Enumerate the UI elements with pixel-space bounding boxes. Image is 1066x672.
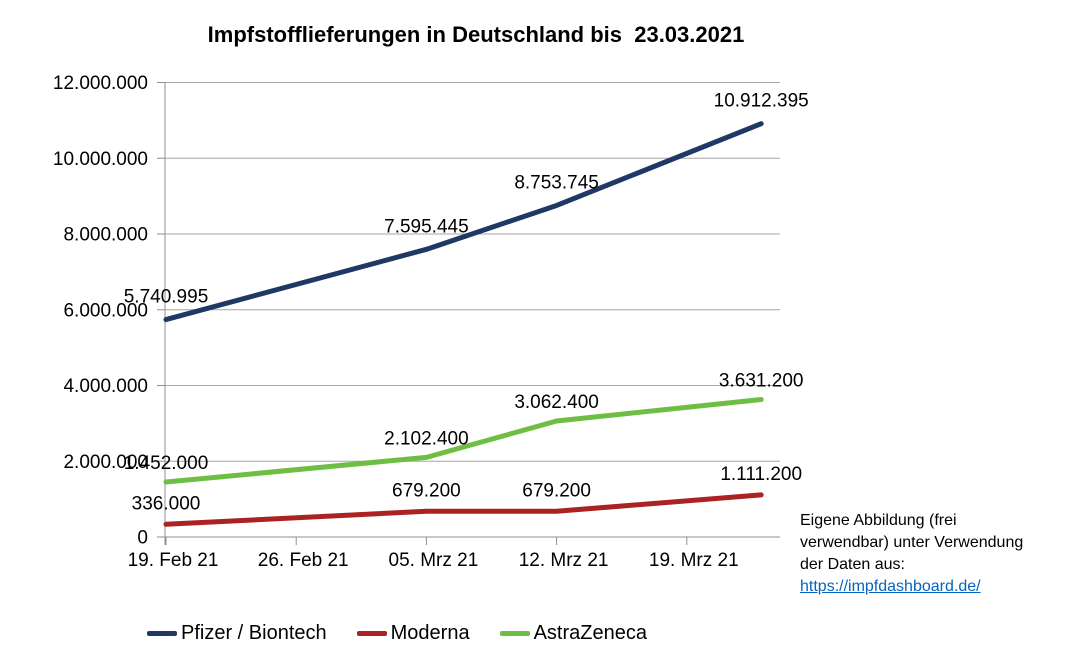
legend-label-astrazeneca: AstraZeneca bbox=[533, 622, 647, 644]
series-line-astrazeneca bbox=[163, 396, 764, 485]
legend-swatch-astrazeneca bbox=[499, 631, 530, 636]
y-tick-label: 4.000.000 bbox=[63, 376, 148, 397]
data-label-astrazeneca: 2.102.400 bbox=[384, 428, 469, 449]
y-tick-label: 12.000.000 bbox=[53, 73, 148, 94]
chart-legend: Pfizer / Biontech Moderna AstraZeneca bbox=[147, 622, 647, 645]
x-tick-label: 19. Feb 21 bbox=[128, 550, 219, 571]
data-label-moderna: 679.200 bbox=[392, 480, 461, 501]
series-line-moderna bbox=[163, 492, 764, 527]
legend-item-pfizer-biontech: Pfizer / Biontech bbox=[147, 622, 327, 645]
annotation-line-2: verwendbar) unter Verwendung bbox=[800, 534, 1024, 551]
y-tick-label: 0 bbox=[137, 528, 148, 549]
series-line-pfizer-biontech bbox=[163, 121, 764, 323]
data-label-pfizer-biontech: 7.595.445 bbox=[384, 216, 469, 237]
y-tick-label: 10.000.000 bbox=[53, 149, 148, 170]
data-label-astrazeneca: 3.062.400 bbox=[514, 392, 599, 413]
x-tick-label: 05. Mrz 21 bbox=[389, 550, 479, 571]
x-tick-label: 12. Mrz 21 bbox=[519, 550, 609, 571]
data-label-astrazeneca: 1.452.000 bbox=[124, 453, 209, 474]
y-tick-label: 8.000.000 bbox=[63, 225, 148, 246]
data-label-moderna: 1.111.200 bbox=[720, 464, 802, 485]
data-label-moderna: 679.200 bbox=[522, 480, 591, 501]
y-tick-label: 6.000.000 bbox=[63, 300, 148, 321]
annotation-line-1: Eigene Abbildung (frei bbox=[800, 512, 957, 529]
legend-swatch-pfizer-biontech bbox=[147, 631, 177, 636]
legend-item-astrazeneca: AstraZeneca bbox=[499, 622, 647, 645]
annotation-line-3: der Daten aus: bbox=[800, 556, 905, 573]
x-tick-label: 26. Feb 21 bbox=[258, 550, 349, 571]
data-label-pfizer-biontech: 5.740.995 bbox=[124, 287, 209, 308]
legend-item-moderna: Moderna bbox=[356, 622, 470, 645]
source-annotation: Eigene Abbildung (frei verwendbar) unter… bbox=[800, 510, 1062, 598]
data-label-pfizer-biontech: 8.753.745 bbox=[514, 172, 599, 193]
legend-swatch-moderna bbox=[356, 631, 387, 636]
data-label-moderna: 336.000 bbox=[132, 493, 201, 514]
data-label-astrazeneca: 3.631.200 bbox=[719, 370, 804, 391]
legend-label-moderna: Moderna bbox=[390, 622, 470, 644]
legend-label-pfizer-biontech: Pfizer / Biontech bbox=[181, 622, 327, 644]
data-label-pfizer-biontech: 10.912.395 bbox=[714, 91, 809, 112]
y-tick-label: 2.000.000 bbox=[63, 452, 148, 473]
impfdashboard-link[interactable]: https://impfdashboard.de/ bbox=[800, 578, 981, 595]
x-tick-label: 19. Mrz 21 bbox=[649, 550, 739, 571]
chart-title: Impfstofflieferungen in Deutschland bis … bbox=[207, 22, 745, 47]
